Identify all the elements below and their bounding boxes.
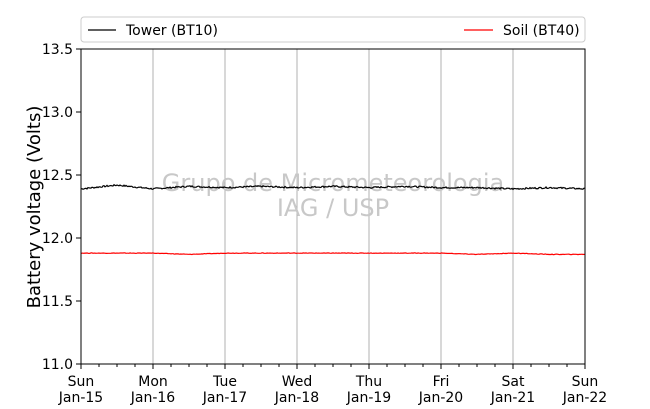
series-line-1 bbox=[80, 252, 586, 256]
x-tick-day-label: Wed bbox=[282, 374, 313, 390]
watermark-line-1: Grupo de Micrometeorologia bbox=[162, 169, 504, 197]
series-lines bbox=[80, 183, 586, 256]
y-tick-label: 13.5 bbox=[42, 42, 73, 58]
x-tick-day-label: Sun bbox=[68, 374, 95, 390]
y-tick-label: 11.5 bbox=[42, 294, 73, 310]
x-tick-date-label: Jan-22 bbox=[562, 390, 607, 406]
legend-label-tower: Tower (BT10) bbox=[125, 23, 218, 39]
y-tick-label: 11.0 bbox=[42, 357, 73, 373]
y-tick-label: 12.0 bbox=[42, 231, 73, 247]
y-axis-label: Battery voltage (Volts) bbox=[24, 106, 45, 309]
legend: Tower (BT10) Soil (BT40) bbox=[80, 16, 586, 43]
x-tick-day-label: Mon bbox=[138, 374, 168, 390]
legend-box bbox=[80, 16, 586, 43]
x-tick-date-label: Jan-15 bbox=[58, 390, 103, 406]
x-tick-date-label: Jan-21 bbox=[490, 390, 535, 406]
y-axis: 11.0 11.5 12.0 12.5 13.0 13.5 bbox=[42, 42, 81, 373]
x-tick-date-label: Jan-16 bbox=[130, 390, 176, 406]
x-tick-date-label: Jan-20 bbox=[418, 390, 463, 406]
y-tick-label: 13.0 bbox=[42, 105, 73, 121]
x-tick-day-label: Sun bbox=[572, 374, 599, 390]
y-tick-label: 12.5 bbox=[42, 168, 73, 184]
x-tick-day-label: Fri bbox=[433, 374, 450, 390]
x-tick-date-label: Jan-17 bbox=[202, 390, 247, 406]
watermark-line-2: IAG / USP bbox=[277, 194, 389, 222]
vertical-gridlines bbox=[152, 49, 514, 364]
x-tick-day-label: Thu bbox=[355, 374, 382, 390]
x-axis: SunJan-15MonJan-16TueJan-17WedJan-18ThuJ… bbox=[58, 364, 607, 406]
x-tick-date-label: Jan-19 bbox=[346, 390, 391, 406]
legend-label-soil: Soil (BT40) bbox=[503, 23, 580, 39]
x-tick-day-label: Sat bbox=[502, 374, 525, 390]
x-tick-date-label: Jan-18 bbox=[274, 390, 319, 406]
series-line-0 bbox=[80, 183, 585, 191]
x-tick-day-label: Tue bbox=[212, 374, 237, 390]
